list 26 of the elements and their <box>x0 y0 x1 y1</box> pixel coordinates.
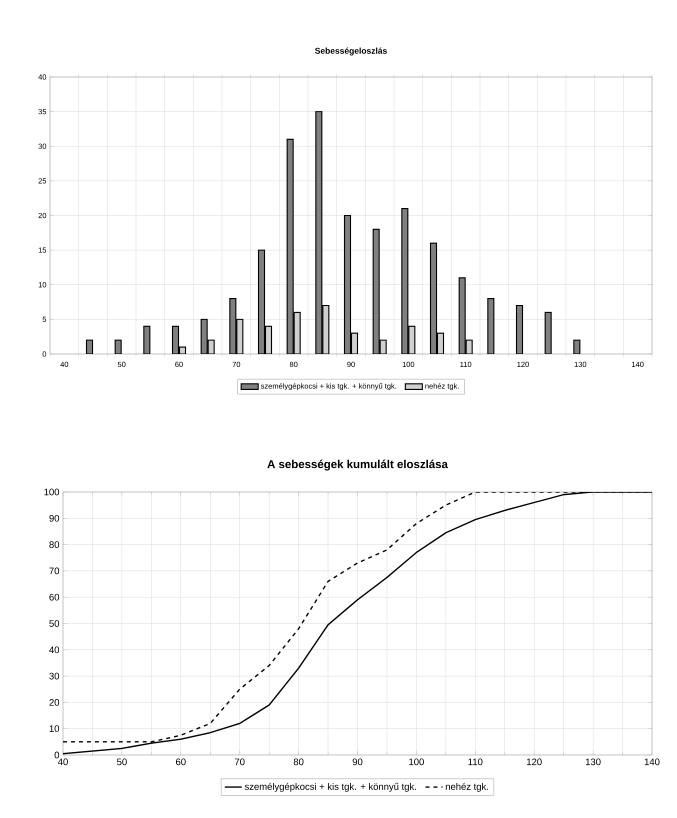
y-tick-label: 0 <box>54 752 60 758</box>
x-tick-label: 80 <box>294 758 304 766</box>
y-tick-label: 80 <box>49 541 60 548</box>
x-tick-label: 140 <box>644 758 660 766</box>
chart-title: A sebességek kumulált eloszlása <box>267 460 448 470</box>
x-tick-label: 130 <box>586 758 601 766</box>
y-tick-label: 50 <box>49 620 60 627</box>
x-tick-label: 120 <box>527 758 542 766</box>
y-tick-label: 90 <box>49 514 60 522</box>
x-tick-label: 70 <box>234 758 245 766</box>
x-tick-label: 90 <box>352 758 362 766</box>
x-tick-label: 60 <box>176 758 186 766</box>
chart-title: Sebességeloszlás <box>315 47 387 56</box>
x-tick-label: 40 <box>58 758 68 766</box>
y-tick-label: 70 <box>49 568 60 574</box>
y-tick-label: 60 <box>49 594 60 601</box>
x-tick-label: 50 <box>117 758 127 766</box>
x-tick-label: 100 <box>409 758 424 766</box>
y-tick-label: 10 <box>50 725 60 732</box>
y-tick-label: 40 <box>49 646 60 654</box>
y-tick-label: 100 <box>44 488 60 496</box>
y-tick-label: 30 <box>49 672 60 680</box>
legend-label: nehéz tgk. <box>446 782 488 792</box>
legend-label: személygépkocsi + kis tgk. + könnyű tgk. <box>244 782 416 792</box>
x-tick-label: 110 <box>468 758 482 766</box>
y-tick-label: 20 <box>49 699 60 706</box>
